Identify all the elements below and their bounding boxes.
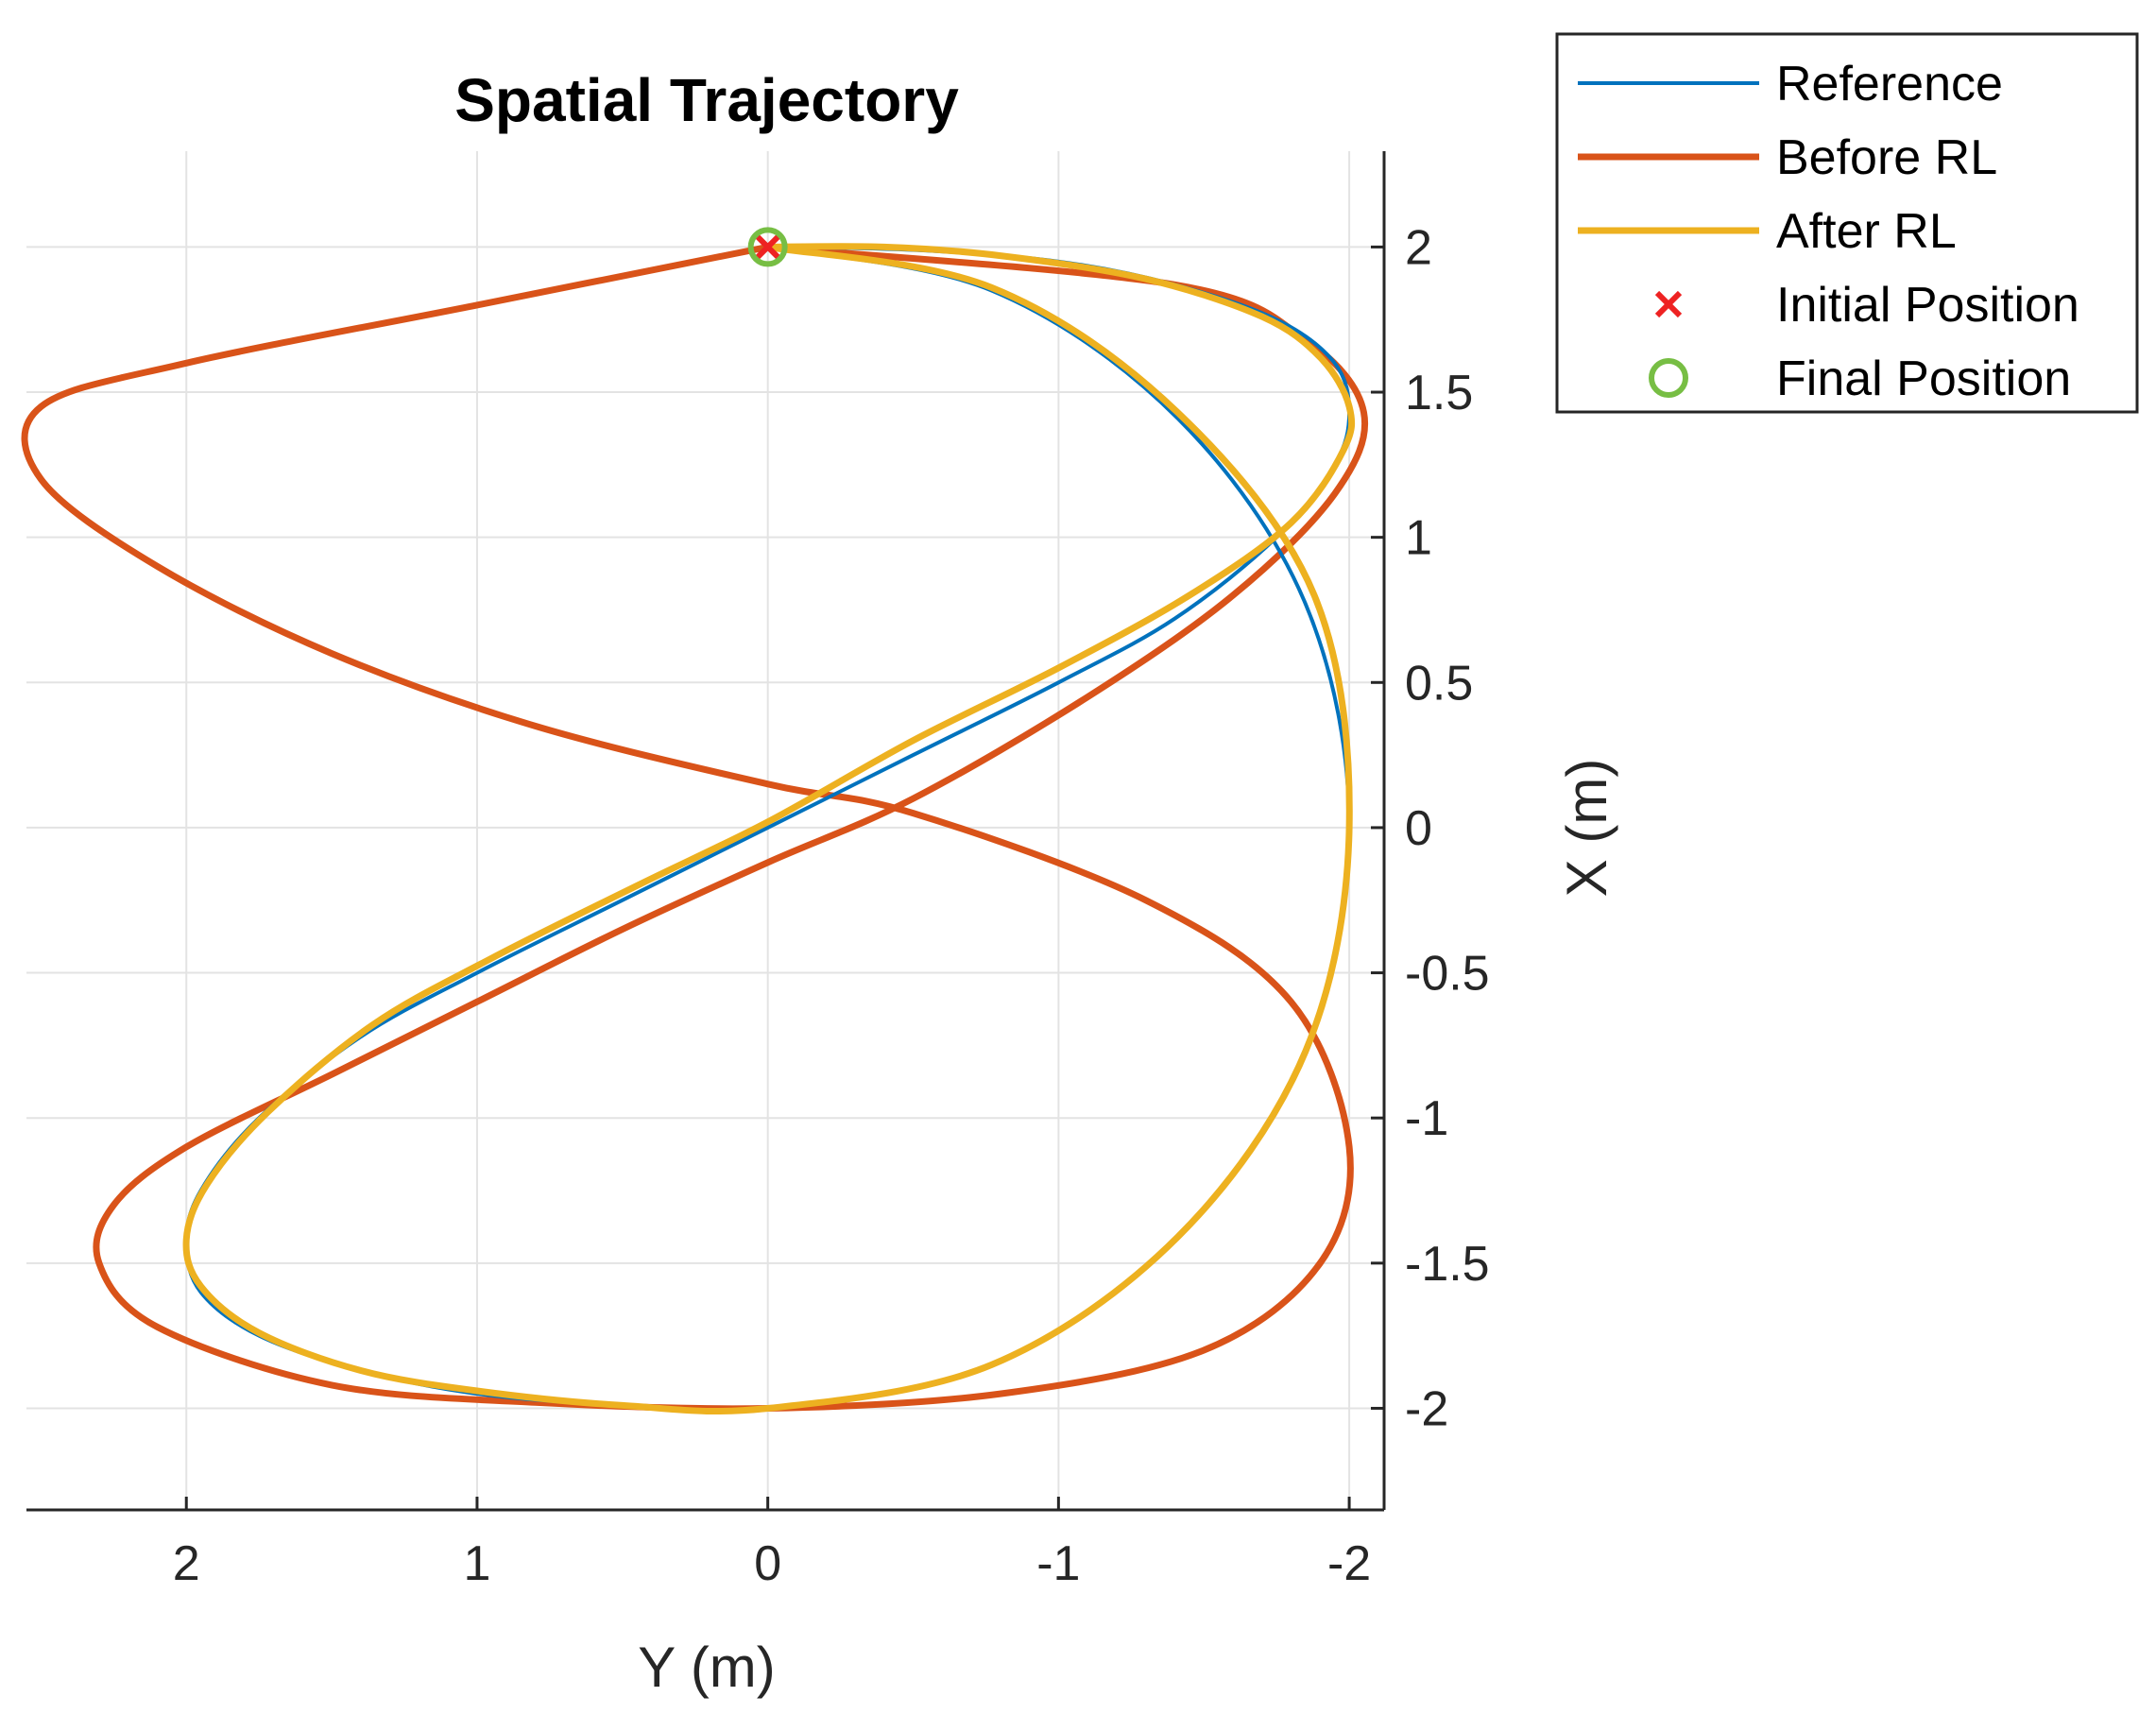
y-tick-label: -1.5	[1405, 1237, 1490, 1292]
legend-item-before-rl-label: Before RL	[1776, 130, 1997, 185]
y-axis-label: X (m)	[1555, 759, 1618, 898]
y-tick-label: -0.5	[1405, 947, 1490, 1002]
axes-layer	[26, 151, 1386, 1512]
legend-box	[1555, 32, 2139, 414]
y-tick-label: 0	[1405, 801, 1432, 856]
y-tick-label: -2	[1405, 1381, 1448, 1436]
x-tick-label: 2	[173, 1536, 200, 1591]
legend-item-final-position-swatch	[1649, 358, 1688, 398]
x-tick-label: -2	[1327, 1536, 1371, 1591]
legend-item-before-rl: Before RL	[1578, 130, 1997, 185]
ticks-layer: 2 1 0 -1 -2 2 1.5 1 0.5 0 -0.5 -1 -1.5 -2	[173, 220, 1490, 1591]
legend-item-reference: Reference	[1578, 57, 2003, 111]
legend-items: Reference Before RL After RL Initial Positi…	[1578, 57, 2079, 406]
legend-item-initial-position-swatch-stroke	[1654, 290, 1683, 318]
y-tick-label: 1.5	[1405, 366, 1473, 420]
legend-item-final-position: Final Position	[1649, 351, 2071, 406]
x-axis-label: Y (m)	[638, 1636, 776, 1699]
legend-item-initial-position-label: Initial Position	[1776, 278, 2079, 333]
x-tick-label: 0	[754, 1536, 781, 1591]
chart-title: Spatial Trajectory	[454, 66, 959, 134]
legend-item-after-rl: After RL	[1578, 204, 1957, 259]
y-tick-label: 2	[1405, 220, 1432, 275]
series-layer	[21, 227, 1369, 1415]
series-line-after-rl	[182, 243, 1356, 1415]
legend-item-reference-label: Reference	[1776, 57, 2003, 111]
initial-position-marker	[754, 233, 781, 261]
legend-item-initial-position-swatch	[1654, 290, 1683, 318]
x-tick-label: 1	[463, 1536, 490, 1591]
legend: Reference Before RL After RL Initial Positi…	[1555, 32, 2139, 414]
x-tick-label: -1	[1036, 1536, 1080, 1591]
y-tick-label: 1	[1405, 511, 1432, 566]
y-tick-label: -1	[1405, 1091, 1448, 1146]
legend-item-after-rl-label: After RL	[1776, 204, 1957, 259]
initial-position-marker-stroke	[754, 233, 781, 261]
final-position-marker	[747, 227, 788, 267]
legend-item-initial-position: Initial Position	[1654, 278, 2079, 333]
y-tick-label: 0.5	[1405, 656, 1473, 711]
legend-item-final-position-label: Final Position	[1776, 351, 2071, 406]
